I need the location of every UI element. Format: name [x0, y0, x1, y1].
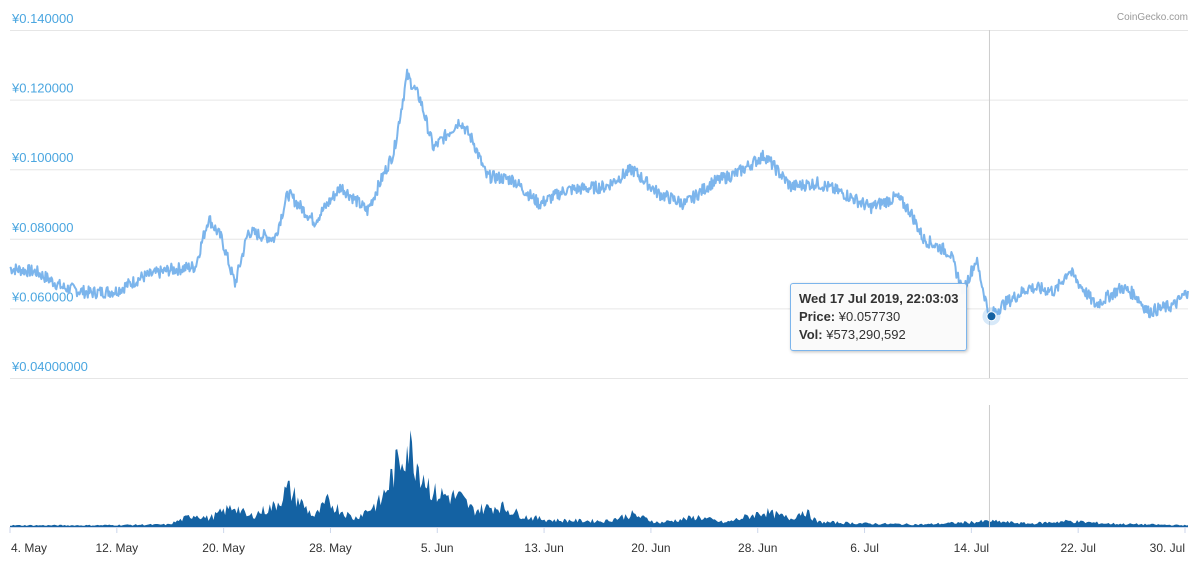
date-tick-label: 28. Jun — [738, 541, 777, 555]
price-tick-label: ¥0.120000 — [11, 81, 73, 96]
date-tick-label: 28. May — [309, 541, 352, 555]
volume-area — [10, 430, 1188, 527]
price-tick-label: ¥0.100000 — [11, 150, 73, 165]
credit-label[interactable]: CoinGecko.com — [1117, 12, 1188, 23]
highlight-point[interactable] — [986, 311, 997, 322]
tooltip-vol-value: ¥573,290,592 — [826, 327, 906, 342]
tooltip-price-value: ¥0.057730 — [838, 309, 901, 324]
date-tick-label: 20. Jun — [631, 541, 670, 555]
date-tick-label: 12. May — [95, 541, 138, 555]
volume-series-area — [10, 430, 1188, 527]
tooltip-price-label: Price: — [799, 309, 836, 324]
date-tick-label: 22. Jul — [1061, 541, 1096, 555]
price-tick-label: ¥0.080000 — [11, 220, 73, 235]
price-axis-labels: ¥0.140000 ¥0.120000 ¥0.100000 ¥0.080000 ¥0.0… — [11, 11, 88, 374]
date-axis-labels: 4. May 12. May 20. May 28. May 5. Jun 13. Jun… — [9, 527, 1186, 555]
date-tick-label: 30. Jul — [1150, 541, 1185, 555]
date-tick-label: 6. Jul — [850, 541, 879, 555]
date-tick-label: 5. Jun — [421, 541, 454, 555]
tooltip-vol-label: Vol: — [799, 327, 823, 342]
price-tick-label: ¥0.140000 — [11, 11, 73, 26]
date-tick-label: 14. Jul — [954, 541, 989, 555]
price-tick-label: ¥0.060000 — [11, 289, 73, 304]
date-tick-label: 20. May — [202, 541, 245, 555]
grid-lines — [10, 30, 1188, 528]
price-tooltip: Wed 17 Jul 2019, 22:03:03 Price: ¥0.0577… — [790, 283, 968, 351]
price-line — [9, 68, 1189, 320]
price-tick-label: ¥0.04000000 — [11, 359, 88, 374]
crosshair — [982, 30, 1001, 527]
price-series-line — [9, 68, 1189, 320]
date-tick-label: 4. May — [11, 541, 47, 555]
date-tick-label: 13. Jun — [524, 541, 563, 555]
tooltip-datetime: Wed 17 Jul 2019, 22:03:03 — [799, 291, 959, 306]
